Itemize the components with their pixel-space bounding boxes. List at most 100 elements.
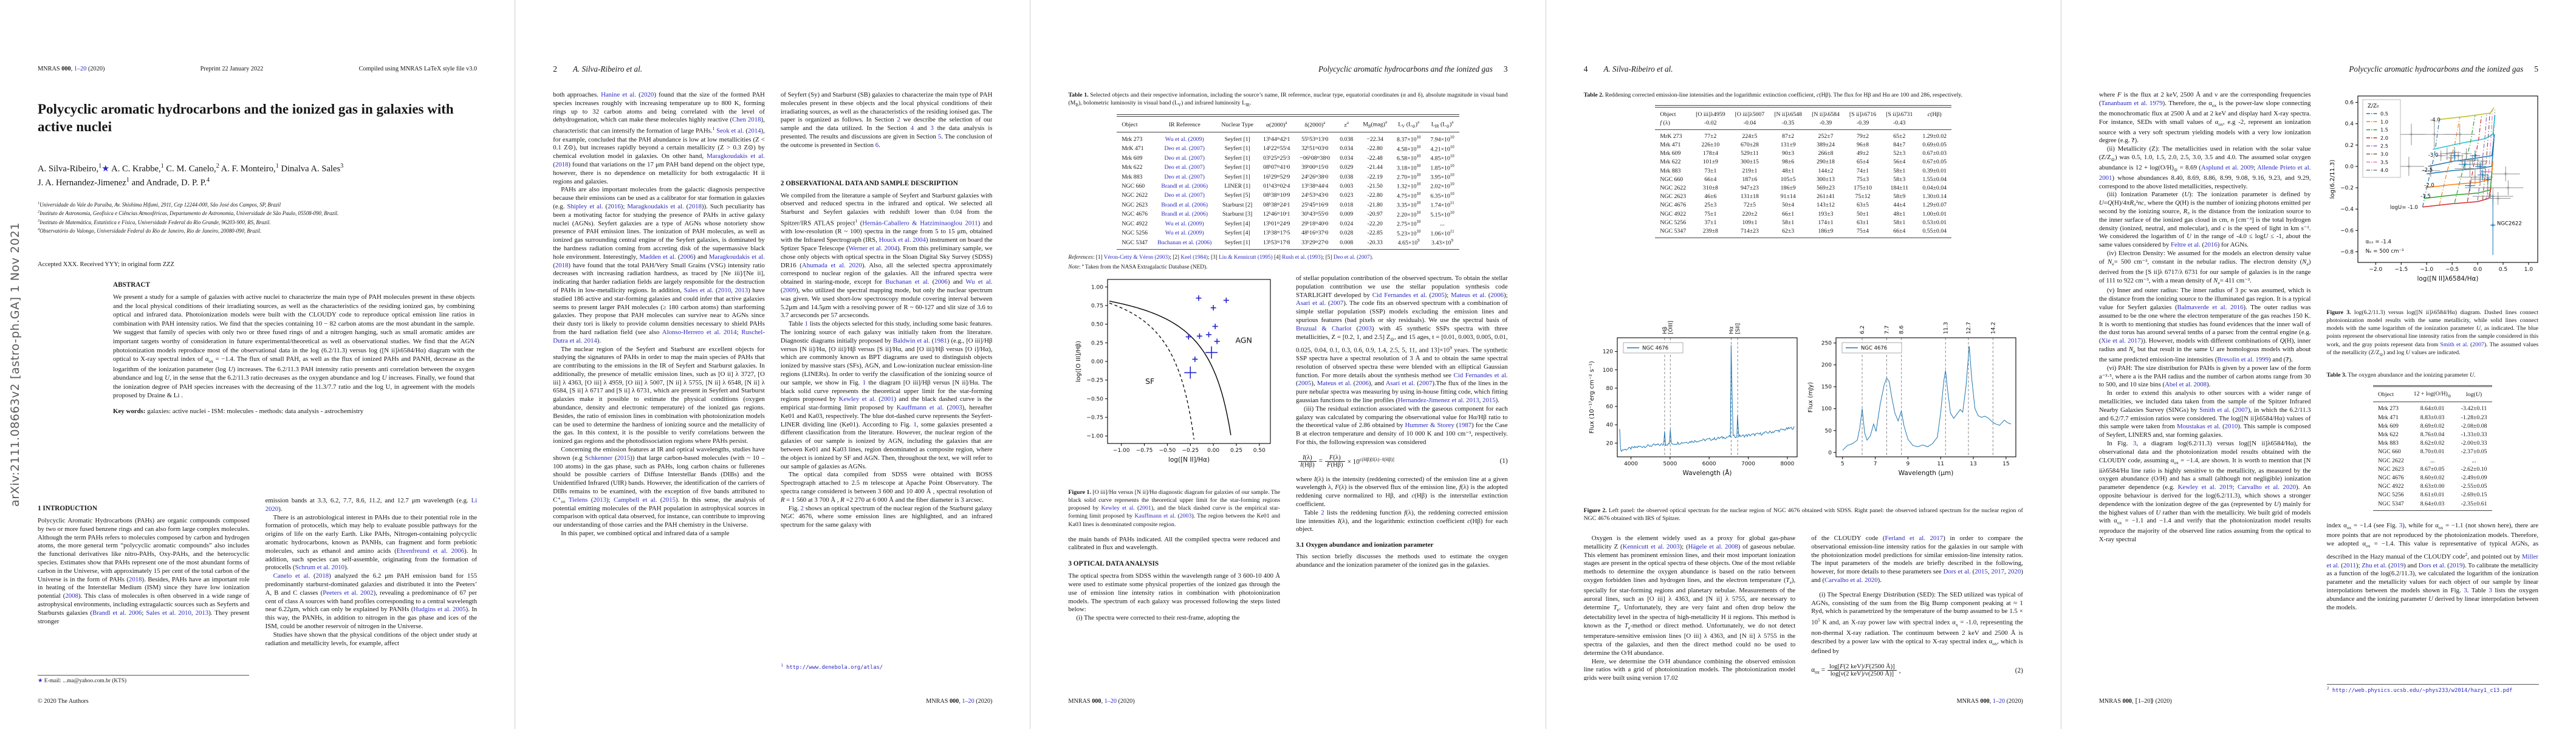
citation-link[interactable]: 2007 (1419, 380, 1433, 388)
citation-link[interactable]: Ruschel-Dutra et al. 2014 (553, 328, 765, 344)
citation-link[interactable]: Tielens (568, 496, 588, 504)
citation-link[interactable]: Deo et al. (2007) (1164, 192, 1205, 199)
citation-link[interactable]: Liu & Kennicutt (1995) (1219, 255, 1273, 261)
citation-link[interactable]: 2008 (65, 592, 78, 600)
citation-link[interactable]: 2007 (2472, 341, 2484, 348)
citation-link[interactable]: Campbell et al. (614, 496, 657, 504)
citation-link[interactable]: Seok et al. (716, 127, 744, 135)
citation-link[interactable]: 1 (862, 378, 866, 386)
citation-link[interactable]: Bruzual & Charlot (1296, 324, 1352, 332)
citation-link[interactable]: Asari et al. (1385, 380, 1415, 388)
citation-link[interactable]: Cid Fernandes et al. (1372, 291, 1427, 299)
citation-link[interactable]: Kauffmann et al. (896, 404, 944, 412)
citation-link[interactable]: Ehrenfreund et al. 2006 (396, 547, 465, 555)
citation-link[interactable]: Dors et al. (1943, 568, 1971, 576)
citation-link[interactable]: 2013 (735, 286, 748, 294)
citation-link[interactable]: Deo et al. (2007) (1333, 255, 1372, 261)
citation-link[interactable]: Hudgins et al. 2005 (413, 606, 466, 614)
citation-link[interactable]: Wu et al. (2009) (1165, 135, 1204, 143)
citation-link[interactable]: 2 (897, 116, 900, 124)
citation-link[interactable]: Keel (1984) (1180, 255, 1208, 261)
citation-link[interactable]: 1 (804, 320, 808, 328)
citation-link[interactable]: Schkenner (584, 454, 613, 462)
citation-link[interactable]: Véron-Cetty & Véron (2003) (1103, 255, 1170, 261)
citation-link[interactable]: Hernandez-Jimenez et al. 2013 (1397, 396, 1479, 404)
citation-link[interactable]: Smith et al. (2440, 341, 2468, 348)
citation-link[interactable]: 2001 (1139, 505, 1151, 512)
citation-link[interactable]: Chen 2018 (732, 116, 761, 124)
citation-link[interactable]: Kewley et al. (1101, 505, 1135, 512)
citation-link[interactable]: 1 (913, 420, 917, 428)
citation-link[interactable]: 1987 (1458, 422, 1472, 430)
citation-link[interactable]: Brandl et al. (2006) (1161, 183, 1208, 190)
citation-link[interactable]: 1–20 (962, 698, 975, 705)
citation-link[interactable]: Asari et al. (1296, 299, 1326, 307)
citation-link[interactable]: Deo et al. (2007) (1164, 154, 1205, 162)
citation-link[interactable]: 2018 (688, 202, 702, 210)
citation-link[interactable]: Cid Fernandes et al. (1453, 371, 1508, 379)
citation-link[interactable]: 2006 (680, 253, 694, 261)
citation-link[interactable]: ★ (38, 678, 43, 685)
citation-link[interactable]: 2016 (2204, 241, 2218, 249)
citation-link[interactable]: 2 (1321, 508, 1324, 516)
citation-link[interactable]: 4 (910, 125, 914, 132)
citation-link[interactable]: Buchanan et al. (2006) (1157, 239, 1212, 246)
citation-link[interactable]: Moustakas et al. (2177, 423, 2221, 431)
citation-link[interactable]: Sales et al. (683, 286, 714, 294)
citation-link[interactable]: Li 2020 (265, 497, 478, 513)
citation-link[interactable]: 2014 (747, 127, 761, 135)
citation-link[interactable]: Carvalho et al. 2020 (1824, 576, 1878, 584)
citation-link[interactable]: Hummer & Storey (1405, 422, 1454, 430)
citation-link[interactable]: Maragkoudakis et al. (708, 253, 765, 261)
citation-link[interactable]: 2019 (2390, 561, 2404, 569)
citation-link[interactable]: Deo et al. (2007) (1164, 173, 1205, 180)
citation-link[interactable]: 2007 (2235, 406, 2248, 414)
citation-link[interactable]: 2 (800, 504, 804, 512)
citation-link[interactable]: Wu et al. (2009) (1165, 230, 1204, 237)
citation-link[interactable]: Alonso-Herrero et al. 2014 (662, 328, 737, 336)
citation-link[interactable]: Smith et al. (2199, 406, 2231, 414)
citation-link[interactable]: 3 (2132, 439, 2137, 447)
citation-link[interactable]: 1–20 (1992, 698, 2006, 705)
citation-link[interactable]: 5 (937, 132, 942, 140)
citation-link[interactable]: 3 (2489, 586, 2492, 594)
citation-link[interactable]: Mateus et al. (1317, 380, 1352, 388)
citation-link[interactable]: Werner et al. 2004 (848, 244, 897, 252)
citation-link[interactable]: 2018 (555, 261, 569, 269)
citation-link[interactable]: Carvalho et al. 2020 (2238, 484, 2297, 491)
citation-link[interactable]: 2015 (1482, 396, 1496, 404)
citation-link[interactable]: 1981 (934, 337, 947, 344)
citation-link[interactable]: Buchanan et al. (885, 278, 930, 286)
citation-link[interactable]: Hanine et al. (601, 91, 636, 98)
citation-link[interactable]: Bresolin et al. 1999 (2217, 356, 2269, 363)
citation-link[interactable]: Kennicutt et al. 2003 (1622, 542, 1680, 550)
citation-link[interactable]: Tananbaum et al. 1979 (2101, 99, 2163, 107)
citation-link[interactable]: 2005 (1431, 291, 1445, 299)
citation-link[interactable]: 3 (2399, 521, 2403, 529)
citation-link[interactable]: Balmaverde et al. 2016 (2177, 304, 2244, 312)
citation-link[interactable]: 1–20 (1104, 698, 1117, 705)
citation-link[interactable]: Ahumada et al. 2020 (801, 261, 862, 269)
citation-link[interactable]: Kewley et al. 2019 (2177, 484, 2233, 491)
citation-link[interactable]: ★ (101, 163, 110, 174)
citation-link[interactable]: Allende Prieto et al. 2001 (2098, 163, 2311, 182)
citation-link[interactable]: Deo et al. (2007) (1164, 164, 1205, 171)
citation-link[interactable]: 2003 (1358, 324, 1372, 332)
citation-link[interactable]: Maragkoudakis et al. (627, 202, 684, 210)
citation-link[interactable]: 2006 (1490, 291, 1504, 299)
citation-link[interactable]: 2018 (128, 575, 142, 583)
citation-link[interactable]: 2003 (949, 404, 962, 412)
citation-link[interactable]: Abel et al. 2008 (2165, 381, 2207, 389)
citation-link[interactable]: 2015 (662, 496, 676, 504)
citation-link[interactable]: Hägele et al. 2008 (1688, 542, 1738, 550)
citation-link[interactable]: Baldwin et al. (892, 337, 930, 344)
citation-link[interactable]: 2006 (1355, 380, 1369, 388)
citation-link[interactable]: Brandl et al. (2006) (1161, 211, 1208, 218)
citation-link[interactable]: 2010 (718, 286, 731, 294)
citation-link[interactable]: 2018 (555, 160, 569, 168)
citation-link[interactable]: 2009 (783, 286, 796, 294)
citation-link[interactable]: 2011 (2343, 561, 2356, 569)
citation-link[interactable]: Rush et al. (1993) (1282, 255, 1323, 261)
citation-link[interactable]: 2013 (593, 496, 606, 504)
citation-link[interactable]: Wu et al. (2009) (1165, 220, 1204, 227)
